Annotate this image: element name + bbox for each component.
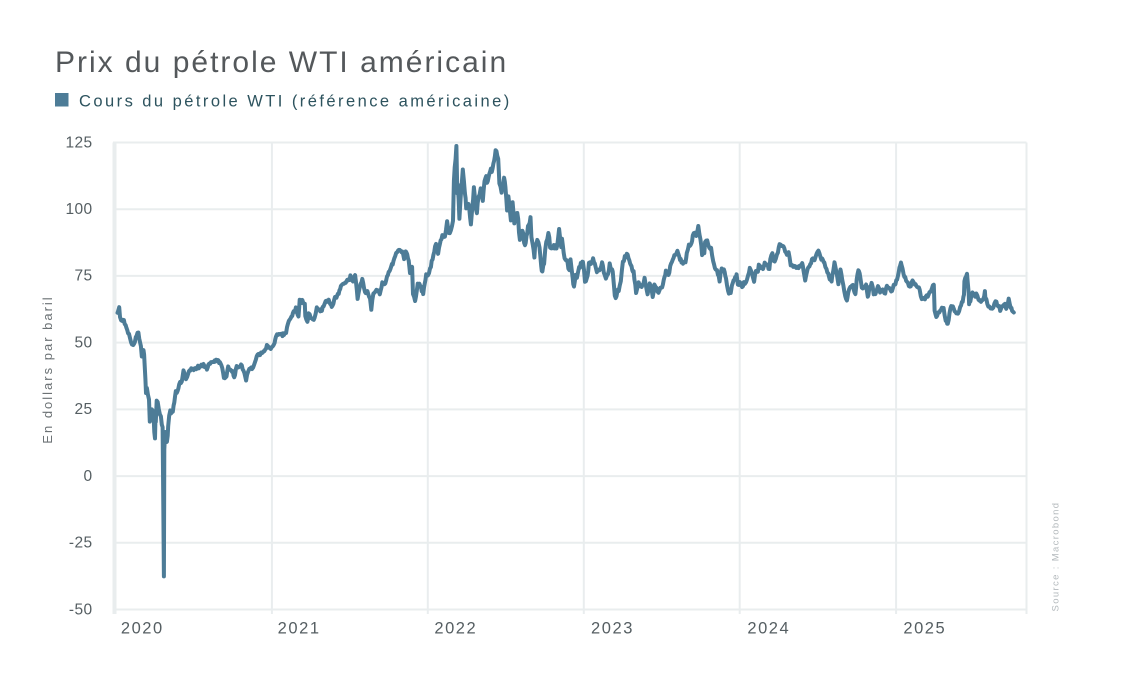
- svg-text:2021: 2021: [278, 619, 321, 637]
- svg-text:-50: -50: [69, 601, 93, 618]
- svg-text:25: 25: [74, 401, 92, 418]
- svg-text:Cours du pétrole WTI (référenc: Cours du pétrole WTI (référence américai…: [79, 92, 512, 110]
- svg-text:En dollars par baril: En dollars par baril: [40, 295, 55, 443]
- svg-text:Source : Macrobond: Source : Macrobond: [1051, 502, 1062, 612]
- svg-text:0: 0: [83, 468, 92, 485]
- svg-text:-25: -25: [69, 535, 93, 552]
- svg-text:Prix du pétrole WTI américain: Prix du pétrole WTI américain: [55, 46, 508, 79]
- svg-text:2023: 2023: [591, 619, 634, 637]
- svg-text:2025: 2025: [903, 619, 946, 637]
- svg-text:100: 100: [65, 201, 92, 218]
- svg-text:2022: 2022: [434, 619, 477, 637]
- svg-text:75: 75: [74, 268, 92, 285]
- svg-text:125: 125: [65, 134, 92, 151]
- svg-text:50: 50: [74, 334, 92, 351]
- svg-text:2020: 2020: [121, 619, 164, 637]
- svg-text:2024: 2024: [747, 619, 790, 637]
